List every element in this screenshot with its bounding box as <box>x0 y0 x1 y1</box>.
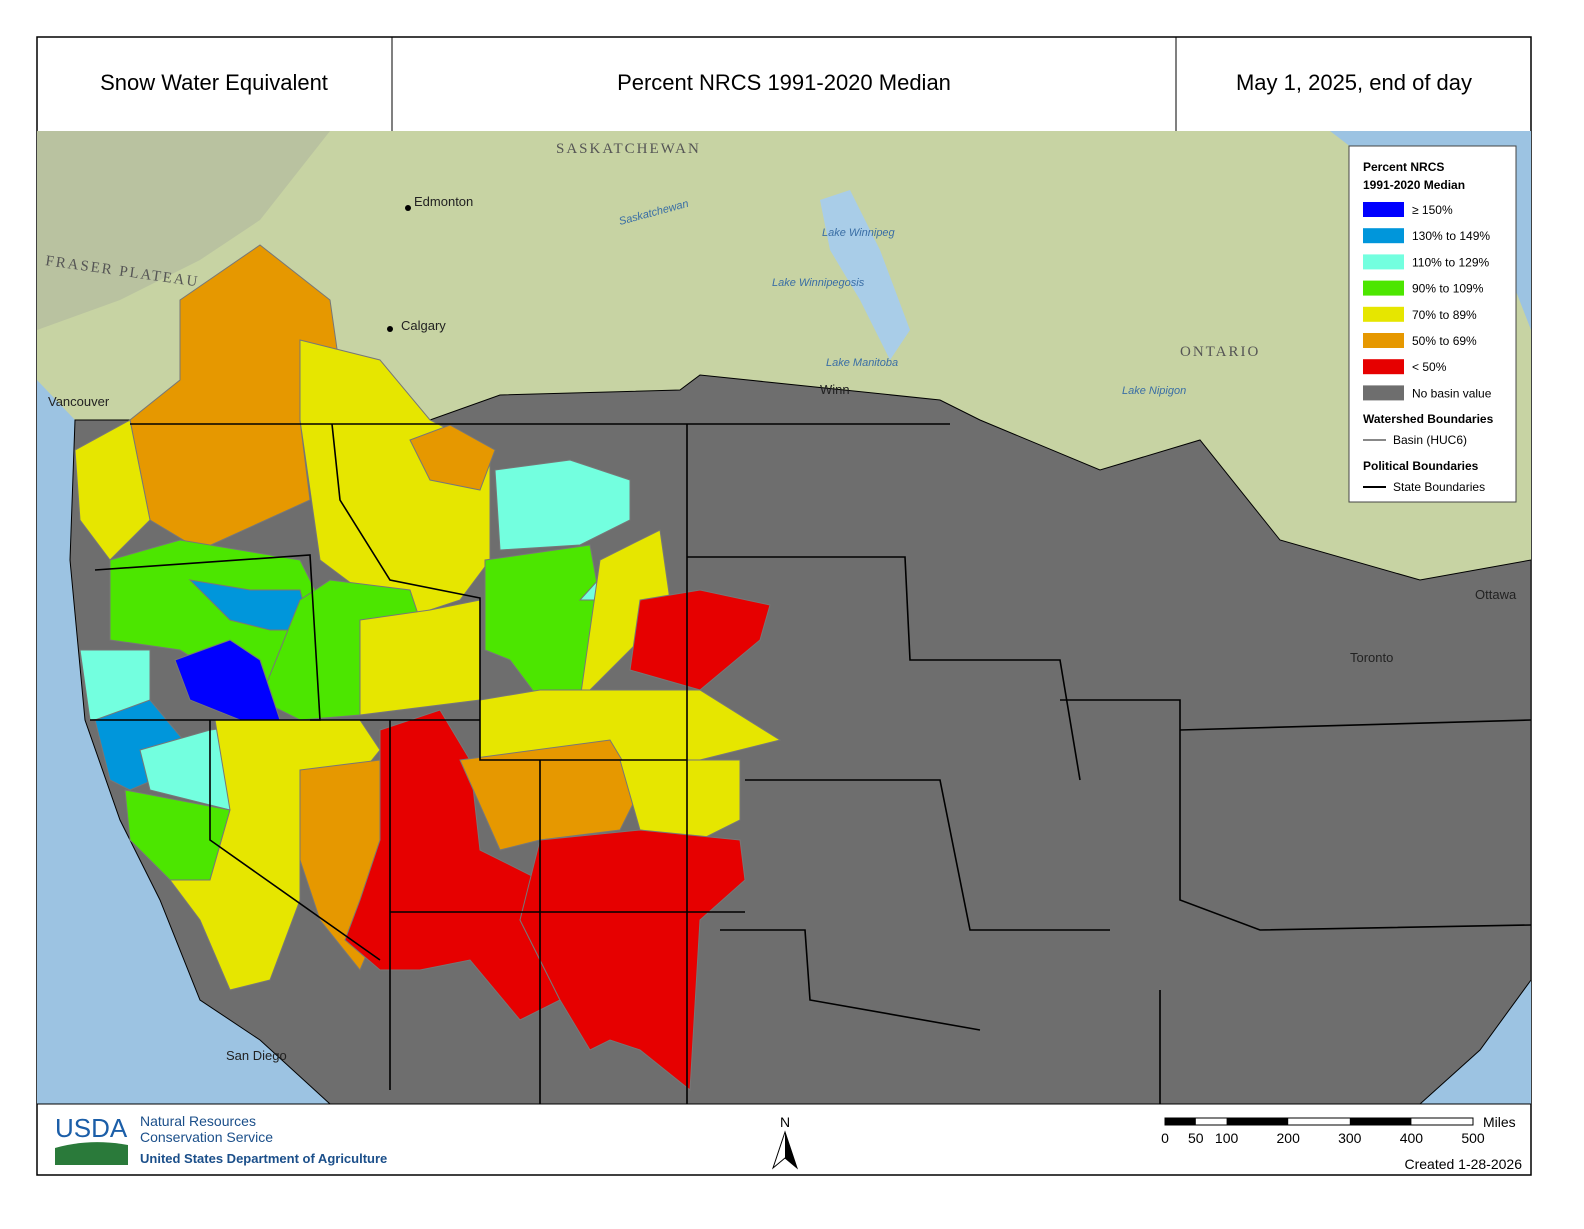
ocean <box>1420 980 1531 1104</box>
legend-label: State Boundaries <box>1393 480 1485 494</box>
place-label: Edmonton <box>414 194 473 209</box>
scale-segment <box>1349 1118 1412 1125</box>
legend-label: 50% to 69% <box>1412 334 1477 348</box>
basin <box>494 459 631 551</box>
usda-logo: USDA <box>55 1113 128 1143</box>
scale-outline <box>1164 1117 1474 1126</box>
place-label: Lake Nipigon <box>1122 385 1186 397</box>
place-label: San Diego <box>226 1048 287 1063</box>
north-label: N <box>780 1114 790 1130</box>
place-label: Lake Winnipegosis <box>772 277 865 289</box>
legend-heading: Watershed Boundaries <box>1363 412 1494 426</box>
legend-swatch <box>1363 385 1404 401</box>
place-label: Vancouver <box>48 394 110 409</box>
scale-segment <box>1165 1118 1196 1125</box>
legend-label: 70% to 89% <box>1412 308 1477 322</box>
state-line <box>745 779 1110 931</box>
state-boundaries <box>90 423 1531 1104</box>
agency-name: Natural Resources <box>140 1113 256 1129</box>
basin <box>619 759 741 841</box>
scale-tick-label: 200 <box>1277 1130 1301 1146</box>
legend-swatch <box>1363 359 1404 375</box>
basin <box>74 419 151 561</box>
place-label: Calgary <box>401 318 446 333</box>
state-line <box>720 929 981 1031</box>
basin <box>519 829 746 1091</box>
legend-label: 130% to 149% <box>1412 229 1490 243</box>
state-line <box>1179 719 1531 731</box>
legend-label: 90% to 109% <box>1412 282 1484 296</box>
basin <box>629 589 771 691</box>
created-date: Created 1-28-2026 <box>1404 1156 1522 1172</box>
city-dot <box>405 205 411 211</box>
legend-title: Percent NRCS <box>1363 160 1444 174</box>
scale-tick-label: 0 <box>1161 1130 1169 1146</box>
place-label: ONTARIO <box>1180 344 1260 360</box>
state-line <box>1060 699 1531 931</box>
ocean <box>37 380 330 1104</box>
basin <box>459 739 641 851</box>
header-subtitle: Percent NRCS 1991-2020 Median <box>617 70 951 95</box>
agency-name: Conservation Service <box>140 1129 273 1145</box>
legend-label: ≥ 150% <box>1412 203 1453 217</box>
terrain <box>37 131 330 330</box>
place-label: SASKATCHEWAN <box>556 141 701 157</box>
scale-segment <box>1226 1118 1289 1125</box>
north-arrow <box>785 1132 797 1168</box>
legend-swatch <box>1363 333 1404 348</box>
legend-label: 110% to 129% <box>1412 255 1489 269</box>
scale-tick-label: 100 <box>1215 1130 1239 1146</box>
legend-swatch <box>1363 306 1404 322</box>
scale-tick-label: 300 <box>1338 1130 1362 1146</box>
legend-label: < 50% <box>1412 360 1447 374</box>
basin <box>409 424 496 491</box>
legend-label: No basin value <box>1412 386 1492 400</box>
place-label: Lake Winnipeg <box>822 227 896 239</box>
legend-label: Basin (HUC6) <box>1393 433 1467 447</box>
place-label: Winn <box>820 382 850 397</box>
lake <box>820 190 910 360</box>
map: SASKATCHEWAN Edmonton Calgary Vancouver … <box>37 131 1531 1104</box>
place-label: Toronto <box>1350 650 1393 665</box>
legend <box>1348 145 1517 503</box>
state-line <box>90 554 321 721</box>
city-dot <box>387 326 393 332</box>
legend-swatch <box>1363 280 1404 296</box>
basin <box>359 599 481 716</box>
scale-tick-label: 50 <box>1188 1130 1204 1146</box>
scale-tick-label: 400 <box>1400 1130 1424 1146</box>
legend-swatch <box>1363 202 1404 217</box>
scale-bar: 0 50 100 200 300 400 500 <box>1161 1117 1485 1146</box>
scale-tick-label: 500 <box>1461 1130 1485 1146</box>
logo-graphic <box>55 1142 128 1165</box>
department: United States Department of Agriculture <box>140 1151 387 1166</box>
header-title: Snow Water Equivalent <box>100 70 328 95</box>
state-line <box>209 720 381 961</box>
legend-heading: Political Boundaries <box>1363 459 1479 473</box>
header-date: May 1, 2025, end of day <box>1236 70 1472 95</box>
basin <box>299 339 491 621</box>
scale-unit: Miles <box>1483 1114 1516 1130</box>
place-label: Lake Manitoba <box>826 357 898 369</box>
legend-items: ≥ 150% 130% to 149% 110% to 129% 90% to 109… <box>1363 202 1492 401</box>
basins <box>74 244 782 1091</box>
legend-title: 1991-2020 Median <box>1363 178 1465 192</box>
legend-swatch <box>1363 228 1404 244</box>
place-label: Ottawa <box>1475 587 1517 602</box>
legend-swatch <box>1363 254 1404 270</box>
state-line <box>331 423 687 761</box>
basin <box>129 244 341 551</box>
